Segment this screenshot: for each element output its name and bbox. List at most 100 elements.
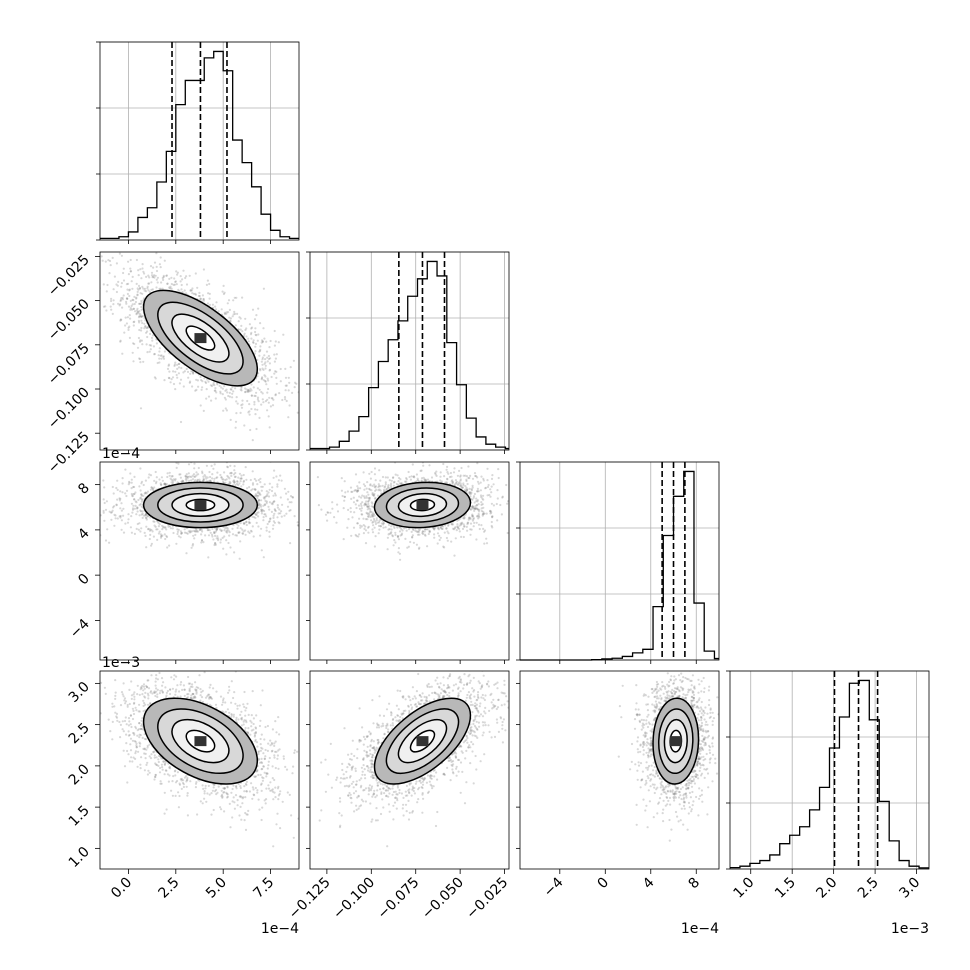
scatter-point: [140, 319, 143, 322]
scatter-point: [124, 522, 127, 525]
scatter-point: [264, 503, 267, 506]
scatter-point: [149, 533, 152, 537]
scatter-point: [224, 398, 227, 401]
scatter-point: [148, 529, 152, 532]
scatter-point: [188, 479, 191, 482]
scatter-point: [180, 532, 183, 535]
scatter-point: [277, 512, 280, 515]
scatter-point: [200, 379, 203, 382]
scatter-point: [261, 367, 264, 370]
scatter-point: [193, 467, 196, 470]
scatter-point: [224, 407, 227, 410]
scatter-point: [183, 531, 187, 534]
scatter-point: [273, 469, 276, 472]
scatter-point: [285, 399, 288, 403]
scatter-point: [145, 331, 148, 334]
scatter-point: [214, 530, 218, 533]
scatter-point: [104, 539, 108, 542]
scatter-point: [342, 538, 345, 541]
scatter-point: [225, 530, 228, 533]
scatter-point: [266, 409, 269, 412]
scatter-point: [482, 512, 485, 515]
scatter-point: [465, 489, 468, 492]
scatter-point: [249, 333, 253, 336]
scatter-point: [225, 529, 229, 532]
scatter-point: [251, 470, 254, 473]
scatter-point: [131, 298, 134, 301]
scatter-point: [215, 391, 218, 394]
scatter-point: [407, 545, 410, 548]
scatter-point: [294, 381, 297, 384]
scatter-point: [266, 522, 269, 526]
scatter-point: [81, 501, 83, 503]
scatter-point: [234, 471, 237, 475]
scatter-point: [260, 508, 263, 511]
scatter-point: [139, 497, 142, 500]
scatter-point: [122, 249, 124, 251]
scatter-point: [261, 485, 264, 488]
scatter-point: [260, 510, 264, 513]
scatter-point: [256, 398, 259, 401]
scatter-point: [156, 538, 159, 542]
scatter-point: [208, 529, 211, 532]
scatter-point: [156, 528, 159, 531]
scatter-point: [289, 366, 292, 369]
scatter-point: [139, 509, 142, 512]
scatter-point: [142, 483, 145, 487]
scatter-point: [189, 289, 192, 292]
scatter-point: [225, 388, 228, 391]
scatter-point: [274, 357, 277, 360]
scatter-point: [190, 370, 193, 373]
scatter-point: [265, 340, 268, 343]
scatter-point: [256, 496, 259, 500]
scatter-point: [115, 486, 118, 490]
scatter-point: [199, 527, 202, 531]
scatter-point: [223, 535, 226, 538]
scatter-point: [228, 482, 231, 485]
scatter-point: [201, 294, 204, 297]
scatter-point: [150, 344, 153, 347]
scatter-point: [142, 514, 146, 517]
scatter-point: [231, 386, 234, 389]
scatter-point: [216, 527, 219, 530]
scatter-point: [242, 480, 245, 483]
scatter-point: [142, 360, 145, 363]
scatter-point: [244, 529, 247, 532]
scatter-point: [215, 528, 218, 531]
scatter-point: [137, 316, 141, 319]
scatter-point: [164, 483, 167, 486]
scatter-point: [394, 541, 397, 544]
scatter-point: [230, 388, 233, 391]
scatter-point: [254, 330, 257, 334]
scatter-point: [129, 526, 132, 529]
scatter-point: [467, 521, 470, 524]
scatter-point: [166, 546, 169, 549]
scatter-point: [176, 363, 179, 366]
scatter-point: [357, 489, 360, 492]
scatter-point: [140, 329, 143, 332]
scatter-point: [300, 384, 302, 386]
scatter-point: [127, 282, 130, 285]
scatter-point: [144, 325, 147, 328]
scatter-point: [136, 294, 139, 297]
scatter-point: [238, 316, 241, 319]
scatter-point: [257, 499, 261, 502]
scatter-point: [135, 513, 138, 516]
scatter-point: [110, 299, 113, 303]
scatter-point: [264, 380, 267, 383]
scatter-point: [234, 387, 237, 390]
scatter-point: [227, 482, 230, 485]
scatter-point: [238, 482, 241, 485]
scatter-point: [140, 500, 143, 503]
scatter-point: [206, 279, 209, 282]
scatter-point: [257, 498, 260, 501]
scatter-point: [140, 326, 143, 330]
scatter-point: [276, 485, 279, 488]
scatter-point: [288, 404, 291, 407]
scatter-point: [202, 298, 205, 301]
scatter-point: [254, 488, 257, 491]
scatter-point: [360, 496, 363, 499]
scatter-point: [141, 321, 144, 325]
scatter-point: [390, 482, 393, 485]
scatter-point: [477, 513, 480, 516]
